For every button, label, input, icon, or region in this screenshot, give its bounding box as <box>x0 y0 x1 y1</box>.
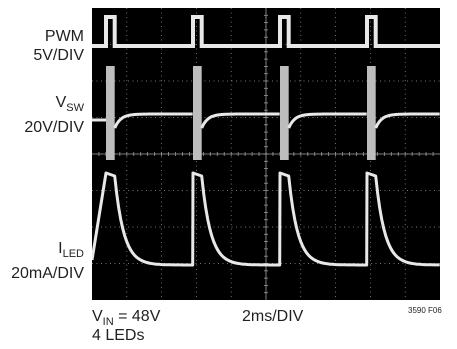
pwm-scale: 5V/DIV <box>33 47 84 64</box>
iled-trace <box>92 171 440 267</box>
vin-value: = 48V <box>113 308 161 325</box>
vin-symbol: V <box>92 308 103 325</box>
led-count-caption: 4 LEDs <box>92 327 145 344</box>
vsw-switching-burst <box>280 66 289 160</box>
vin-subscript: IN <box>102 316 114 328</box>
vsw-subscript: SW <box>66 102 84 114</box>
iled-scale: 20mA/DIV <box>11 265 84 282</box>
channel-label-iled: ILED 20mA/DIV <box>11 239 84 283</box>
figure-id: 3590 F06 <box>408 306 442 315</box>
iled-name: I <box>58 240 63 257</box>
pwm-name: PWM <box>44 28 84 45</box>
pwm-trace <box>92 15 440 48</box>
vsw-switching-burst <box>367 66 376 160</box>
vsw-name: V <box>55 94 67 111</box>
timebase-caption: 2ms/DIV <box>242 308 304 325</box>
vsw-trace <box>113 112 440 129</box>
vsw-scale: 20V/DIV <box>24 119 84 136</box>
waveform-traces <box>92 15 440 267</box>
iled-subscript: LED <box>62 248 84 260</box>
channel-label-pwm: PWM 5V/DIV <box>33 27 84 65</box>
vsw-switching-burst <box>193 66 202 160</box>
vin-caption: VIN = 48V <box>92 308 160 331</box>
oscilloscope-screen <box>92 8 440 300</box>
vsw-switching-burst <box>106 66 115 160</box>
channel-label-vsw: VSW 20V/DIV <box>24 93 84 137</box>
